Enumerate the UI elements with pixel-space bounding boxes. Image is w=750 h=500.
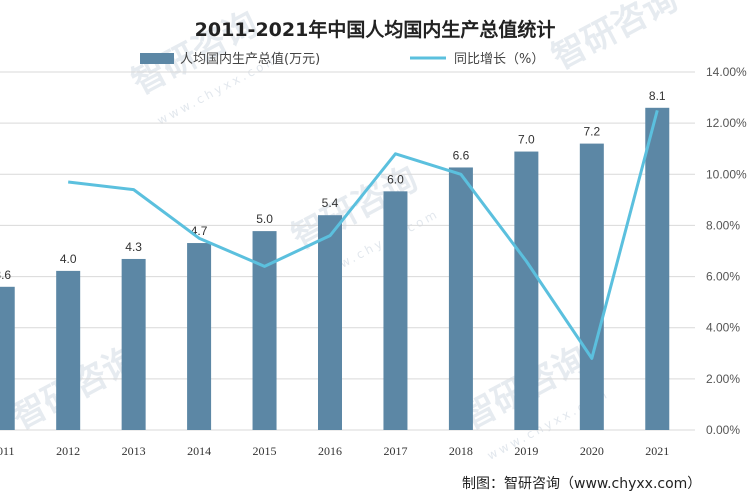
source-credit: 制图：智研咨询（www.chyxx.com） (462, 476, 701, 492)
y-tick-label: 0.00% (706, 423, 740, 437)
bar (448, 167, 473, 430)
growth-line (68, 109, 659, 360)
bar (0, 286, 15, 430)
x-tick-label: 2020 (580, 444, 604, 458)
watermark-text: 智研咨询 (545, 0, 684, 78)
bar-value-label: 6.0 (387, 172, 404, 186)
growth-line-series (68, 109, 659, 360)
y-tick-label: 4.00% (706, 321, 740, 335)
legend-label-line: 同比增长（%） (454, 52, 544, 67)
x-tick-label: 2011 (0, 444, 15, 458)
bar-value-label: 8.1 (649, 89, 666, 103)
x-tick-label: 2019 (514, 444, 538, 458)
x-tick-label: 2021 (645, 444, 669, 458)
y-tick-label: 14.00% (706, 65, 747, 79)
x-tick-label: 2015 (253, 444, 277, 458)
bar-value-label: 4.0 (60, 252, 77, 266)
x-tick-label: 2016 (318, 444, 342, 458)
legend-label-bar: 人均国内生产总值(万元) (180, 51, 320, 67)
bar (383, 191, 408, 430)
bar-value-label: 5.0 (256, 212, 273, 226)
x-tick-label: 2012 (56, 444, 80, 458)
bar-value-label: 5.4 (322, 196, 339, 210)
x-tick-label: 2014 (187, 444, 211, 458)
bar-value-label: 7.2 (583, 125, 600, 139)
legend-swatch-bar (140, 53, 174, 64)
bar (187, 243, 212, 430)
y-tick-label: 2.00% (706, 372, 740, 386)
y-tick-label: 12.00% (706, 116, 747, 130)
bar-value-label: 6.6 (453, 148, 470, 162)
x-tick-label: 2013 (122, 444, 146, 458)
bar (121, 258, 146, 430)
bar (56, 270, 81, 430)
y-tick-label: 8.00% (706, 218, 740, 232)
gridlines (0, 71, 695, 431)
chart-title: 2011-2021年中国人均国内生产总值统计 (195, 18, 556, 41)
bar-value-label: 7.0 (518, 133, 535, 147)
x-tick-label: 2018 (449, 444, 473, 458)
bar (645, 107, 670, 431)
y-axis-right-ticks: 0.00% 2.00% 4.00% 6.00% 8.00% 10.00% 12.00% 14.… (706, 65, 747, 437)
x-axis-ticks: 2011 2012 2013 2014 2015 2016 2017 2018 2019 2020… (0, 444, 669, 458)
x-tick-label: 2017 (383, 444, 407, 458)
bar (318, 215, 342, 430)
bar-value-label: 4.7 (191, 224, 208, 238)
bar-value-label: 4.3 (125, 240, 142, 254)
y-tick-label: 10.00% (706, 167, 747, 181)
legend: 人均国内生产总值(万元) 同比增长（%） (140, 51, 544, 67)
bar (579, 143, 604, 430)
bar (514, 151, 539, 431)
bar-series (0, 107, 670, 431)
y-tick-label: 6.00% (706, 270, 740, 284)
bar-value-label: 3.6 (0, 268, 11, 282)
